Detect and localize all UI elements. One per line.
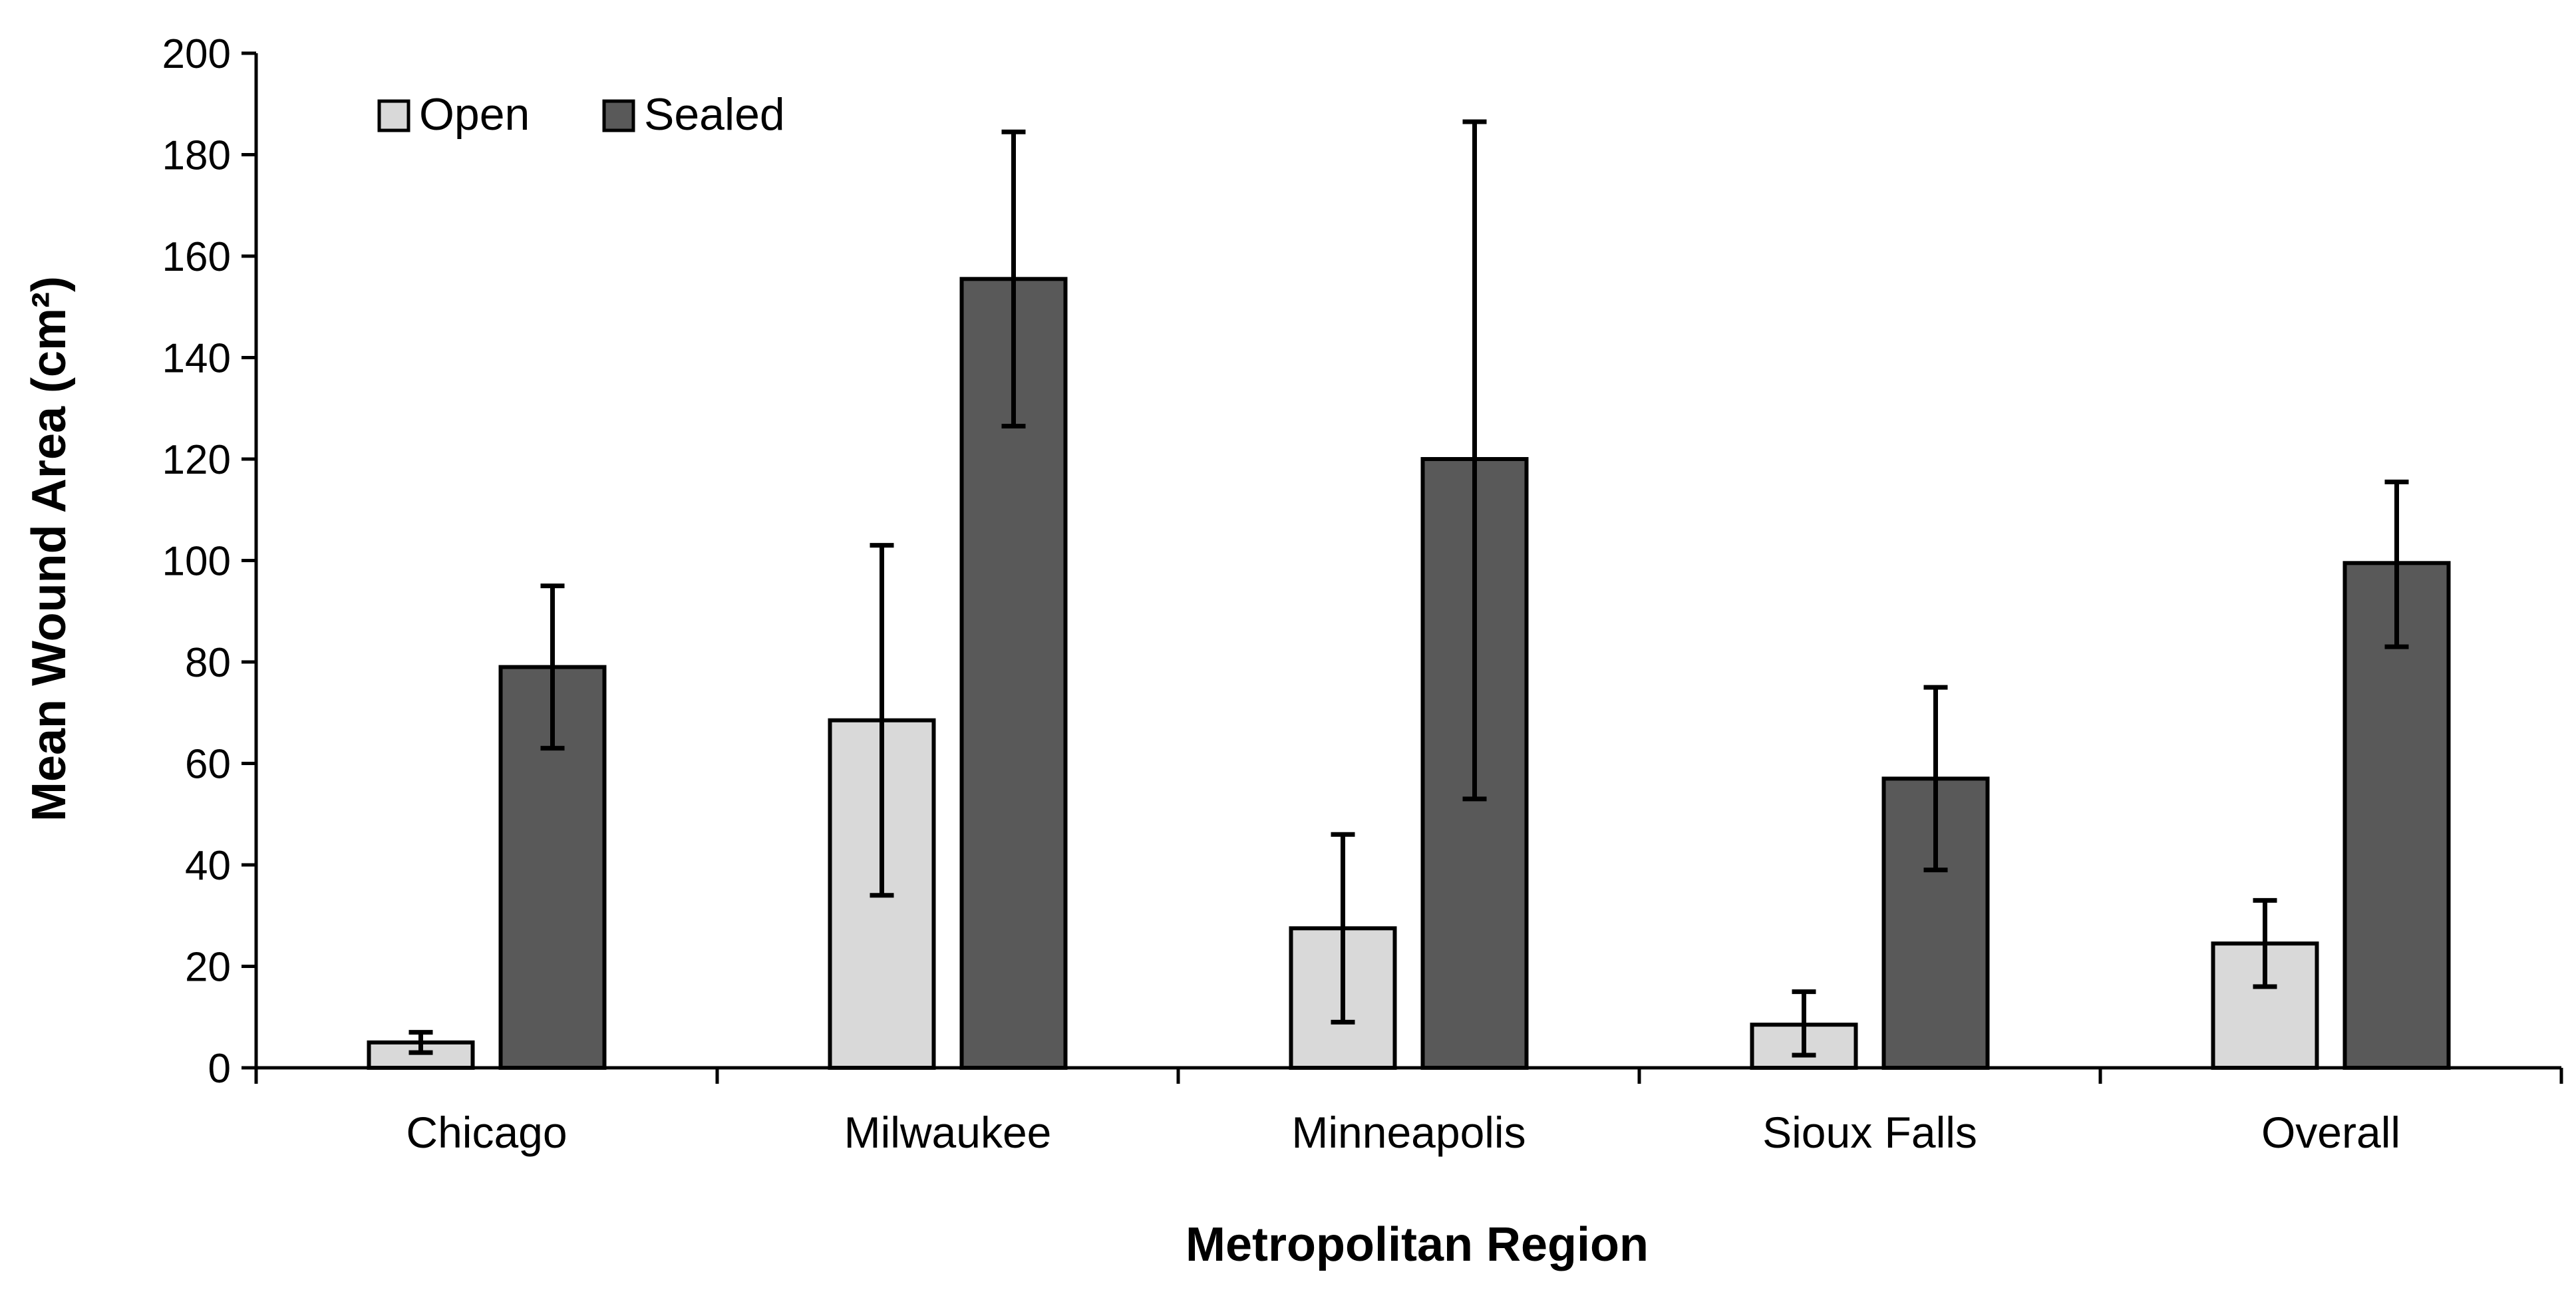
- x-axis-title: Metropolitan Region: [1186, 1218, 1649, 1271]
- bar-sealed-milwaukee: [959, 277, 1068, 1070]
- error-bar-open-chicago: [408, 1030, 433, 1055]
- y-tick-label: 0: [208, 1046, 231, 1092]
- legend-swatch: [377, 99, 410, 132]
- y-tick-label: 40: [185, 843, 231, 889]
- x-tick-label: Minneapolis: [1291, 1108, 1526, 1157]
- legend-item-open: Open: [377, 89, 530, 140]
- y-tick-label: 200: [162, 31, 231, 77]
- x-tick-label: Sioux Falls: [1762, 1108, 1977, 1157]
- y-tick-label: 160: [162, 234, 231, 280]
- legend-item-sealed: Sealed: [602, 89, 785, 140]
- error-bar-open-minneapolis: [1331, 832, 1355, 1025]
- x-tick-label: Chicago: [406, 1108, 567, 1157]
- legend: Open Sealed: [377, 89, 785, 140]
- y-tick-label: 120: [162, 437, 231, 483]
- error-bar-sealed-minneapolis: [1462, 119, 1487, 802]
- x-tick-label: Overall: [2261, 1108, 2400, 1157]
- y-tick-label: 180: [162, 133, 231, 179]
- axes-layer: Chicago Milwaukee Minneapolis Sioux Falls Ov…: [162, 31, 2563, 1157]
- error-bars-layer: [408, 119, 2409, 1058]
- error-bar-sealed-sioux-falls: [1923, 685, 1948, 873]
- error-bar-sealed-overall: [2384, 479, 2409, 649]
- bars-layer: [367, 277, 2451, 1070]
- error-bar-open-overall: [2253, 897, 2277, 989]
- legend-label: Sealed: [644, 89, 785, 140]
- y-tick-label: 20: [185, 945, 231, 991]
- error-bar-open-sioux-falls: [1792, 989, 1816, 1058]
- legend-swatch: [602, 99, 635, 132]
- error-bar-sealed-chicago: [540, 583, 565, 751]
- legend-label: Open: [419, 89, 530, 140]
- y-tick-label: 100: [162, 539, 231, 585]
- error-bar-open-milwaukee: [870, 543, 894, 898]
- y-tick-label: 60: [185, 742, 231, 788]
- error-bar-sealed-milwaukee: [1001, 129, 1026, 428]
- y-tick-label: 140: [162, 336, 231, 382]
- y-tick-label: 80: [185, 640, 231, 686]
- x-tick-label: Milwaukee: [844, 1108, 1052, 1157]
- y-axis-title: Mean Wound Area (cm²): [23, 276, 76, 822]
